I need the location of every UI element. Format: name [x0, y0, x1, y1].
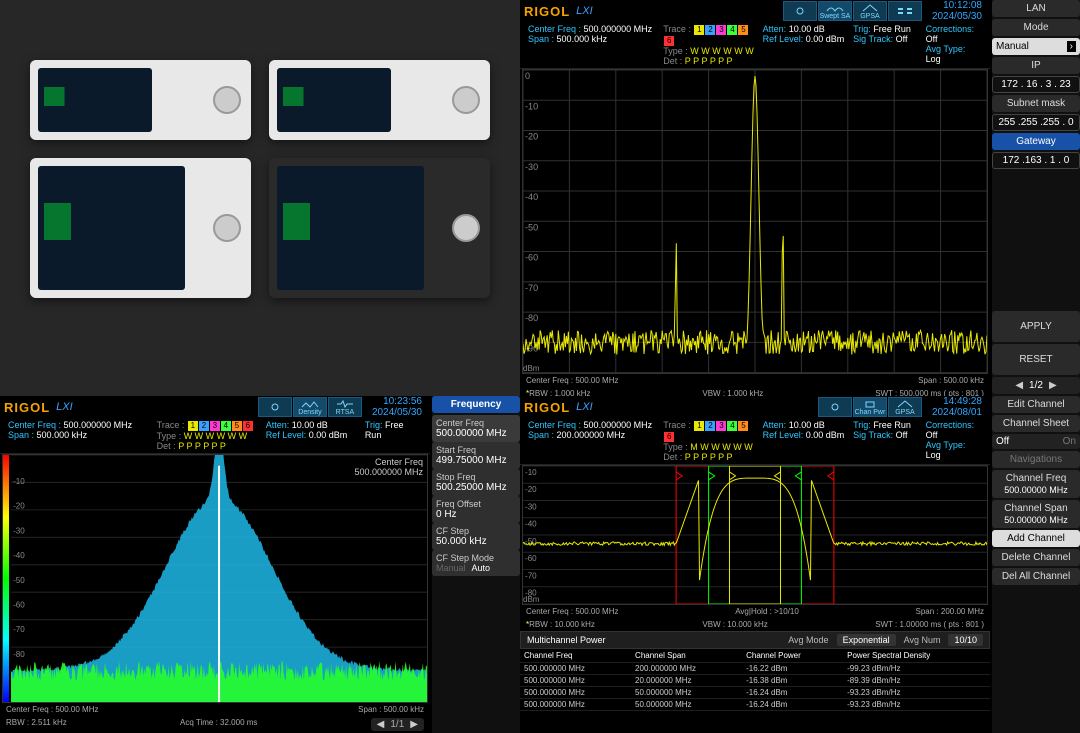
svg-text:-40: -40: [525, 520, 537, 529]
mode-label: Mode: [992, 19, 1080, 36]
mc-header: Multichannel Power Avg ModeExponential A…: [520, 631, 990, 649]
freq-item-stop-freq[interactable]: Stop Freq500.25000 MHz: [432, 469, 520, 496]
lxi-badge: LXI: [576, 5, 593, 17]
settings-icon[interactable]: [783, 1, 817, 21]
cf-overlay: Center Freq500.000000 MHz: [354, 457, 423, 477]
channel-menu: Edit Channel Channel Sheet OffOn Navigat…: [992, 396, 1080, 733]
table-row: 500.000000 MHz200.000000 MHz-16.22 dBm-9…: [520, 663, 990, 675]
freq-item-freq-offset[interactable]: Freq Offset0 Hz: [432, 496, 520, 523]
chanpwr-plot: -10-20-30-40-50-60-70-80 dBm: [522, 465, 988, 605]
chanpwr-panel: RIGOL LXI Chan Pwr GPSA 14:49:282024/08/…: [520, 396, 1080, 733]
svg-text:-60: -60: [13, 599, 25, 609]
channel-span-button[interactable]: Channel Span50.000000 MHz: [992, 500, 1080, 528]
channel-sheet-label: Channel Sheet: [992, 415, 1080, 432]
mode-density[interactable]: Density: [293, 397, 327, 417]
gateway-input[interactable]: [992, 152, 1080, 169]
page-nav[interactable]: ◀1/2▶: [992, 377, 1080, 394]
svg-text:0: 0: [525, 71, 530, 81]
svg-text:-10: -10: [13, 476, 25, 486]
center-freq-label: Center Freq :: [528, 24, 581, 34]
product-3: [30, 158, 251, 298]
span-label: Span :: [528, 34, 554, 44]
svg-text:-70: -70: [525, 283, 538, 293]
delete-channel-button[interactable]: Delete Channel: [992, 549, 1080, 566]
trace-1[interactable]: 1: [694, 25, 704, 35]
mode-select[interactable]: Manual›: [992, 38, 1080, 55]
brand-logo: RIGOL: [524, 4, 570, 19]
products-panel: [0, 0, 520, 396]
svg-text:-10: -10: [525, 101, 538, 111]
svg-text:-80: -80: [13, 649, 25, 659]
reset-button[interactable]: RESET: [992, 344, 1080, 375]
svg-text:-30: -30: [525, 162, 538, 172]
gateway-label: Gateway: [992, 133, 1080, 150]
svg-text:-10: -10: [525, 468, 537, 477]
lan-menu: LAN Mode Manual› IP Subnet mask Gateway …: [992, 0, 1080, 396]
freq-title: Frequency: [432, 396, 520, 413]
settings-icon[interactable]: [818, 397, 852, 417]
svg-text:-70: -70: [13, 624, 25, 634]
svg-text:-20: -20: [13, 500, 25, 510]
ip-input[interactable]: [992, 76, 1080, 93]
center-freq-value: 500.000000 MHz: [584, 24, 653, 34]
svg-text:-40: -40: [525, 192, 538, 202]
sheet-toggle[interactable]: OffOn: [992, 434, 1080, 449]
mode-rtsa[interactable]: RTSA: [328, 397, 362, 417]
frequency-menu: Frequency Center Freq500.00000 MHzStart …: [432, 396, 520, 733]
mode-gpsa[interactable]: GPSA: [853, 1, 887, 21]
svg-text:-60: -60: [525, 253, 538, 263]
svg-text:-50: -50: [525, 222, 538, 232]
table-row: 500.000000 MHz50.000000 MHz-16.24 dBm-93…: [520, 699, 990, 711]
lan-button[interactable]: LAN: [992, 0, 1080, 17]
svg-text:-50: -50: [13, 575, 25, 585]
freq-item-center-freq[interactable]: Center Freq500.00000 MHz: [432, 415, 520, 442]
svg-text:-80: -80: [525, 313, 538, 323]
navigations-button[interactable]: Navigations: [992, 451, 1080, 468]
color-gradient: [3, 455, 9, 702]
grid-icon[interactable]: [888, 1, 922, 21]
svg-text:-20: -20: [525, 132, 538, 142]
apply-button[interactable]: APPLY: [992, 311, 1080, 342]
rtsa-panel: RIGOL LXI Density RTSA 10:23:562024/05/3…: [0, 396, 520, 733]
freq-item-cf-step[interactable]: CF Step50.000 kHz: [432, 523, 520, 550]
page-nav-bl[interactable]: ◀1/1▶: [371, 718, 424, 731]
mode-gpsa2[interactable]: GPSA: [888, 397, 922, 417]
svg-text:-60: -60: [525, 554, 537, 563]
spectrum-plot: 0-10-20-30-40-50-60-70-80-90 dBm: [522, 69, 988, 374]
svg-text:-70: -70: [525, 571, 537, 580]
subnet-input[interactable]: [992, 114, 1080, 131]
freq-item-start-freq[interactable]: Start Freq499.75000 MHz: [432, 442, 520, 469]
swept-sa-panel: RIGOL LXI Swept SA GPSA 10:12:082024/05/…: [520, 0, 1080, 396]
delete-all-button[interactable]: Del All Channel: [992, 568, 1080, 585]
table-row: 500.000000 MHz20.000000 MHz-16.38 dBm-89…: [520, 675, 990, 687]
freq-item-cf-step-mode[interactable]: CF Step ModeManualAuto: [432, 550, 520, 576]
table-row: 500.000000 MHz50.000000 MHz-16.24 dBm-93…: [520, 687, 990, 699]
clock: 10:12:082024/05/30: [928, 0, 986, 22]
add-channel-button[interactable]: Add Channel: [992, 530, 1080, 547]
svg-text:-20: -20: [525, 485, 537, 494]
svg-text:-30: -30: [13, 525, 25, 535]
channel-freq-button[interactable]: Channel Freq500.00000 MHz: [992, 470, 1080, 498]
edit-channel-button[interactable]: Edit Channel: [992, 396, 1080, 413]
settings-icon[interactable]: [258, 397, 292, 417]
svg-text:-40: -40: [13, 550, 25, 560]
mode-chanpwr[interactable]: Chan Pwr: [853, 397, 887, 417]
span-value: 500.000 kHz: [557, 34, 608, 44]
product-2: [269, 60, 490, 140]
mode-swept-sa[interactable]: Swept SA: [818, 1, 852, 21]
mc-table: Channel FreqChannel SpanChannel PowerPow…: [520, 649, 990, 711]
plot-footer: Center Freq : 500.00 MHzSpan : 500.00 kH…: [520, 374, 990, 387]
product-1: [30, 60, 251, 140]
ip-label: IP: [992, 57, 1080, 74]
subnet-label: Subnet mask: [992, 95, 1080, 112]
product-4: [269, 158, 490, 298]
svg-text:-30: -30: [525, 502, 537, 511]
density-plot: Center Freq500.000000 MHz -10 -20 -30 -40 -5…: [2, 454, 428, 703]
